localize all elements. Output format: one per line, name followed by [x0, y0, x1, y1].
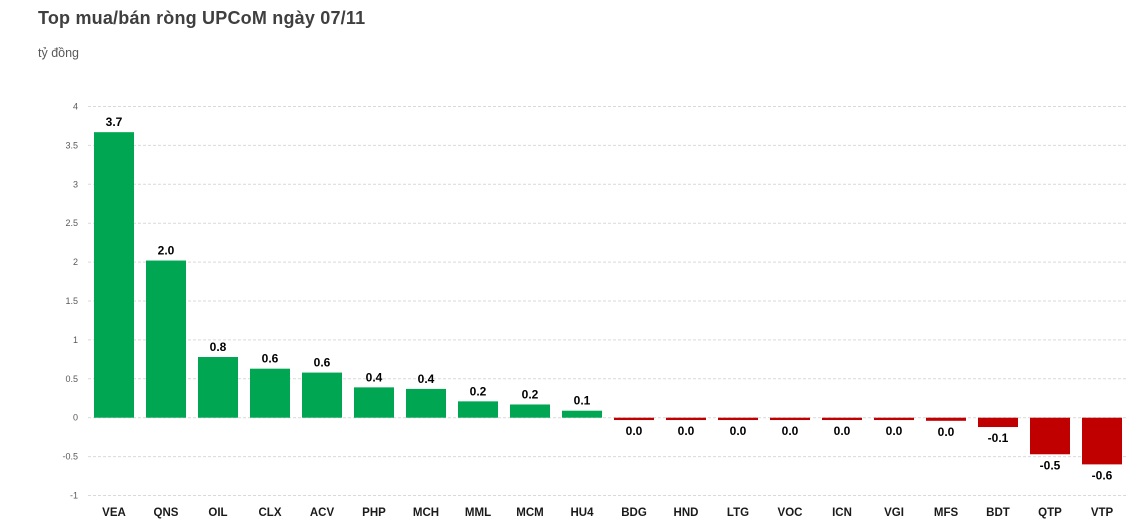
- bar: [198, 357, 238, 418]
- x-axis-label: OIL: [208, 507, 227, 519]
- bar-value-label: 2.0: [158, 244, 175, 258]
- bar-value-label: 0.8: [210, 340, 227, 354]
- x-axis-label: ACV: [310, 507, 335, 519]
- bar: [666, 417, 706, 421]
- bar-value-label: 0.0: [834, 424, 851, 438]
- bar: [978, 417, 1018, 428]
- bar-value-label: 0.0: [938, 425, 955, 439]
- y-tick-label: 1: [73, 335, 78, 345]
- bar: [510, 404, 550, 418]
- x-axis-label: QNS: [154, 507, 179, 519]
- bar: [250, 368, 290, 418]
- bar-value-label: 0.0: [626, 424, 643, 438]
- x-axis-label: MML: [465, 507, 491, 519]
- bar-value-label: 0.1: [574, 394, 591, 408]
- chart-title: Top mua/bán ròng UPCoM ngày 07/11: [38, 8, 366, 28]
- y-tick-label: -1: [70, 491, 78, 501]
- bar-value-label: 0.2: [470, 384, 487, 398]
- bar-value-label: 0.0: [886, 424, 903, 438]
- y-tick-label: 4: [73, 102, 78, 112]
- bar: [562, 410, 602, 418]
- y-tick-label: 2.5: [65, 218, 78, 228]
- bar: [614, 417, 654, 421]
- bar: [146, 260, 186, 418]
- bar-value-label: -0.5: [1040, 458, 1061, 472]
- x-axis-label: BDG: [621, 507, 647, 519]
- chart-unit-label: tỷ đồng: [38, 46, 80, 60]
- y-tick-label: 0: [73, 413, 78, 423]
- bar-value-label: -0.1: [988, 431, 1009, 445]
- x-axis-label: PHP: [362, 507, 386, 519]
- bar: [94, 132, 134, 418]
- x-axis-label: HU4: [570, 507, 594, 519]
- bar: [1030, 417, 1070, 455]
- bar: [354, 387, 394, 418]
- y-tick-label: 3: [73, 179, 78, 189]
- x-axis-label: HND: [674, 507, 699, 519]
- x-axis-label: QTP: [1038, 507, 1062, 519]
- x-axis-label: VOC: [778, 507, 803, 519]
- bar-value-label: 3.7: [106, 115, 123, 129]
- x-axis-label: VEA: [102, 507, 126, 519]
- bar-value-label: 0.4: [366, 370, 383, 384]
- bar: [458, 401, 498, 418]
- bar-value-label: 0.0: [678, 424, 695, 438]
- bar: [822, 417, 862, 421]
- x-axis-label: LTG: [727, 507, 749, 519]
- y-tick-label: 2: [73, 257, 78, 267]
- x-axis-label: MCH: [413, 507, 439, 519]
- bar: [926, 417, 966, 421]
- x-axis-label: MCM: [516, 507, 543, 519]
- x-axis-label: MFS: [934, 507, 959, 519]
- bar-value-label: 0.4: [418, 372, 435, 386]
- bar: [718, 417, 758, 421]
- bar: [874, 417, 914, 421]
- bar-value-label: 0.6: [314, 356, 331, 370]
- bar: [1082, 417, 1122, 465]
- y-tick-label: 0.5: [65, 374, 78, 384]
- bar-value-label: 0.6: [262, 352, 279, 366]
- bar: [406, 388, 446, 418]
- x-axis-label: VGI: [884, 507, 904, 519]
- y-tick-label: -0.5: [62, 452, 78, 462]
- x-axis-label: CLX: [259, 507, 282, 519]
- x-axis-label: BDT: [986, 507, 1010, 519]
- y-tick-label: 3.5: [65, 140, 78, 150]
- bar-value-label: 0.0: [782, 424, 799, 438]
- bar-value-label: 0.0: [730, 424, 747, 438]
- x-axis-label: VTP: [1091, 507, 1114, 519]
- x-axis-label: ICN: [832, 507, 852, 519]
- bar-value-label: 0.2: [522, 387, 539, 401]
- y-tick-label: 1.5: [65, 296, 78, 306]
- bar-value-label: -0.6: [1092, 468, 1113, 482]
- bar: [770, 417, 810, 421]
- bar: [302, 372, 342, 418]
